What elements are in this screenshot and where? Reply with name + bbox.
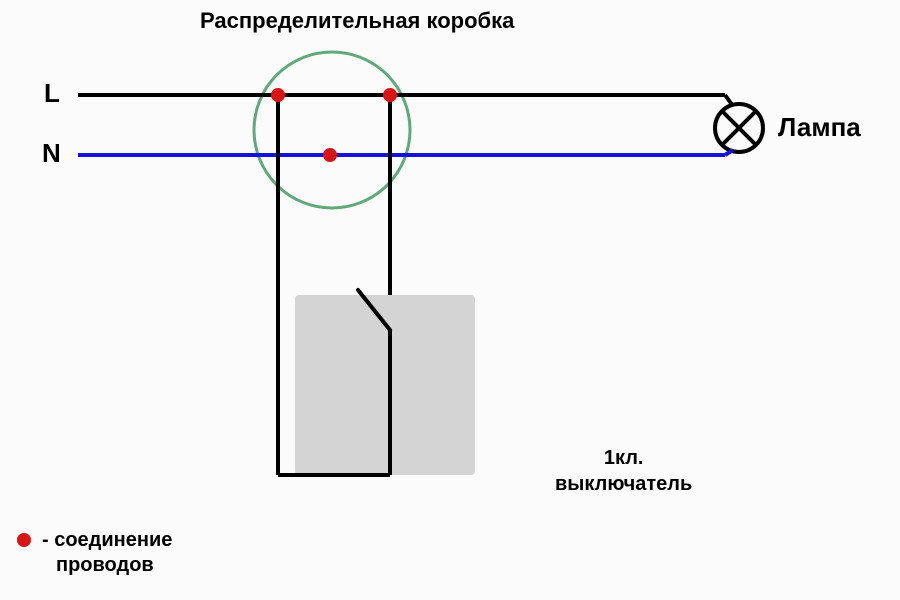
line-L-label: L [44,78,60,109]
switch-label: 1кл. выключатель [555,445,692,497]
junction-dot [323,148,337,162]
junction-dot [271,88,285,102]
junction-box-title-text: Распределительная коробка [200,8,514,33]
legend-label: - соединение проводов [42,528,172,578]
lamp-icon [715,104,763,152]
lamp-connector-bottom [725,150,733,155]
legend-dot-icon [17,533,31,547]
line-N-label: N [42,138,61,169]
lamp-label: Лампа [778,112,861,143]
junction-dot [383,88,397,102]
junction-box-title: Распределительная коробка [200,8,514,34]
circuit-diagram [0,0,900,600]
